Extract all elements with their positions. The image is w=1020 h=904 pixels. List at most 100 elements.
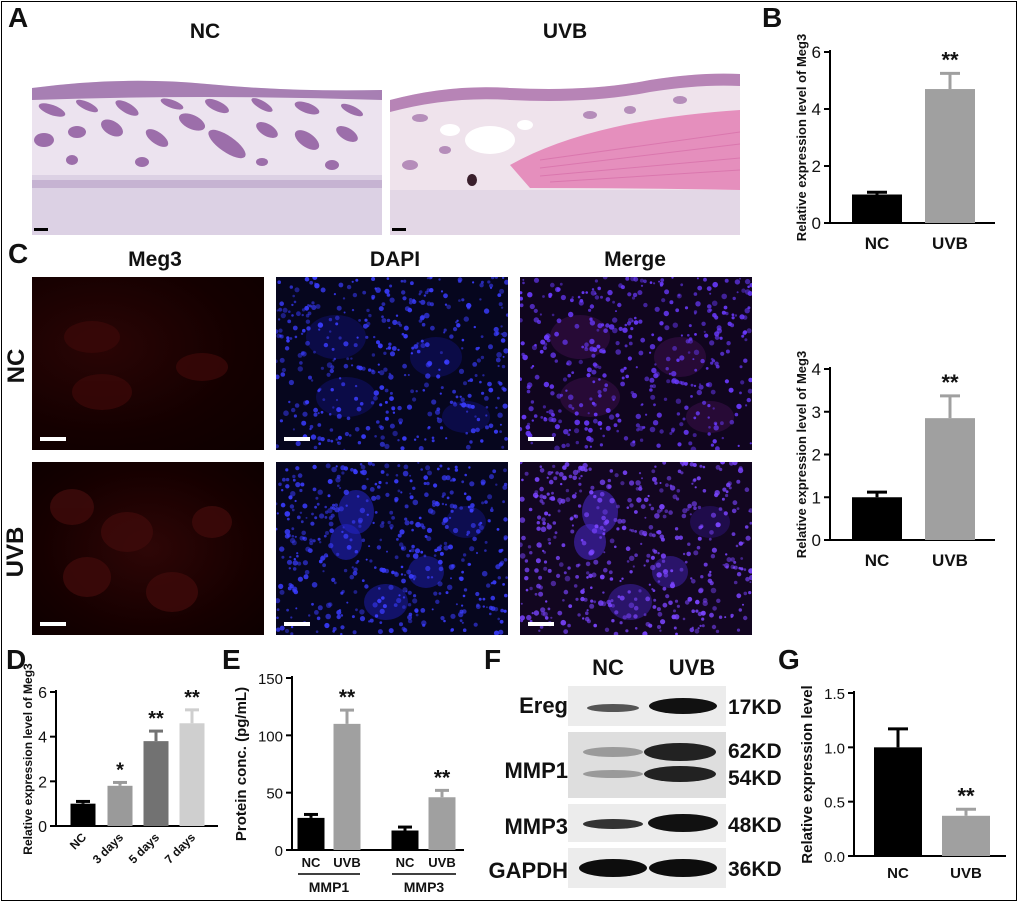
nucleus: [420, 608, 426, 613]
bar: [428, 797, 456, 850]
nucleus: [279, 419, 283, 423]
nucleus: [443, 516, 449, 523]
nucleus: [550, 616, 553, 619]
nucleus: [733, 560, 737, 564]
nucleus: [278, 583, 284, 589]
nucleus: [497, 293, 502, 297]
nucleus: [682, 417, 686, 421]
nucleus: [415, 613, 419, 617]
nucleus: [370, 401, 375, 405]
nucleus: [351, 280, 354, 283]
nucleus: [412, 499, 419, 506]
nucleus: [439, 351, 443, 355]
nucleus: [461, 298, 465, 302]
nucleus: [374, 287, 377, 290]
nucleus: [388, 584, 394, 590]
nucleus: [355, 561, 358, 565]
nucleus: [579, 299, 584, 303]
nucleus: [640, 337, 646, 343]
nucleus: [493, 429, 499, 434]
nucleus: [368, 545, 371, 548]
nucleus: [426, 481, 430, 486]
nucleus: [614, 473, 619, 478]
nucleus: [459, 619, 463, 622]
nucleus: [634, 597, 638, 601]
nucleus: [653, 403, 656, 407]
nucleus: [467, 379, 470, 382]
nucleus: [412, 553, 419, 559]
nucleus: [294, 535, 297, 538]
y-tick-label: 100: [258, 728, 283, 745]
nucleus: [720, 421, 724, 426]
dapi-nc-image: [276, 277, 508, 450]
nucleus: [425, 465, 431, 471]
nucleus: [607, 484, 612, 489]
nucleus: [644, 516, 647, 519]
nucleus: [353, 567, 358, 572]
nucleus: [611, 395, 616, 400]
nucleus: [289, 285, 293, 289]
nucleus: [631, 529, 635, 533]
nucleus: [608, 570, 613, 575]
nucleus: [351, 566, 354, 569]
nucleus: [573, 584, 578, 588]
nucleus: [739, 277, 741, 280]
nucleus: [625, 546, 631, 551]
nucleus: [279, 301, 284, 306]
nucleus: [651, 469, 656, 474]
nucleus: [401, 578, 406, 584]
nucleus: [740, 380, 745, 385]
nucleus: [714, 315, 719, 320]
nucleus: [430, 576, 434, 579]
nucleus: [533, 277, 540, 283]
nucleus: [366, 477, 369, 481]
nucleus: [639, 438, 644, 442]
nucleus: [402, 605, 406, 609]
nucleus: [707, 573, 712, 577]
nucleus: [578, 465, 583, 471]
nucleus: [694, 368, 698, 372]
nucleus: [490, 595, 496, 601]
nucleus: [354, 384, 358, 388]
nucleus: [547, 537, 551, 542]
nucleus: [597, 389, 602, 395]
nucleus: [500, 608, 504, 613]
nucleus: [530, 400, 535, 404]
nucleus: [309, 280, 314, 285]
nucleus: [343, 448, 346, 450]
nucleus: [714, 331, 720, 337]
nucleus: [338, 506, 344, 512]
nucleus: [714, 422, 717, 426]
nucleus: [391, 516, 395, 520]
nucleus: [442, 492, 446, 497]
nucleus: [599, 536, 602, 539]
nucleus: [551, 471, 554, 474]
x-tick-label: NC: [865, 551, 890, 570]
nucleus: [669, 300, 674, 305]
nucleus: [366, 308, 370, 313]
nucleus: [443, 328, 447, 332]
nucleus: [338, 377, 342, 380]
nucleus: [341, 589, 345, 594]
nucleus: [340, 632, 343, 635]
nucleus: [445, 591, 449, 595]
nucleus: [469, 440, 473, 444]
nucleus: [386, 277, 390, 280]
nucleus: [525, 430, 531, 437]
nucleus: [487, 381, 492, 387]
nucleus: [412, 397, 417, 402]
nucleus: [534, 343, 537, 347]
nucleus: [599, 491, 605, 497]
nucleus: [749, 442, 752, 445]
nucleus: [301, 420, 307, 426]
nucleus: [638, 486, 643, 491]
nucleus: [607, 478, 611, 483]
nucleus: [540, 339, 546, 345]
nucleus: [656, 443, 661, 448]
nucleus: [407, 590, 412, 595]
nucleus: [668, 600, 673, 606]
nucleus: [725, 349, 730, 354]
panel-c-col-meg3: Meg3: [128, 248, 182, 271]
nucleus: [427, 470, 432, 476]
nucleus: [634, 510, 638, 514]
